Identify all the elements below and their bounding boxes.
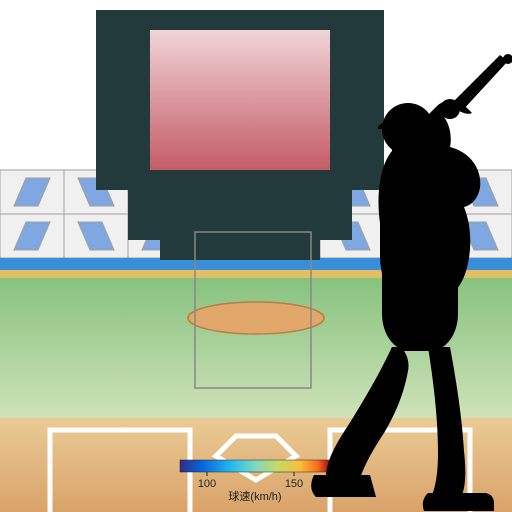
- strike-zone: [195, 232, 311, 388]
- pitch-location-diagram: 100 150 球速(km/h): [0, 0, 512, 512]
- colorbar-label: 球速(km/h): [228, 489, 281, 503]
- scoreboard-screen: [150, 30, 330, 170]
- colorbar-tick-label: 150: [285, 478, 303, 490]
- velocity-colorbar: [180, 460, 330, 472]
- colorbar-tick-label: 100: [198, 478, 216, 490]
